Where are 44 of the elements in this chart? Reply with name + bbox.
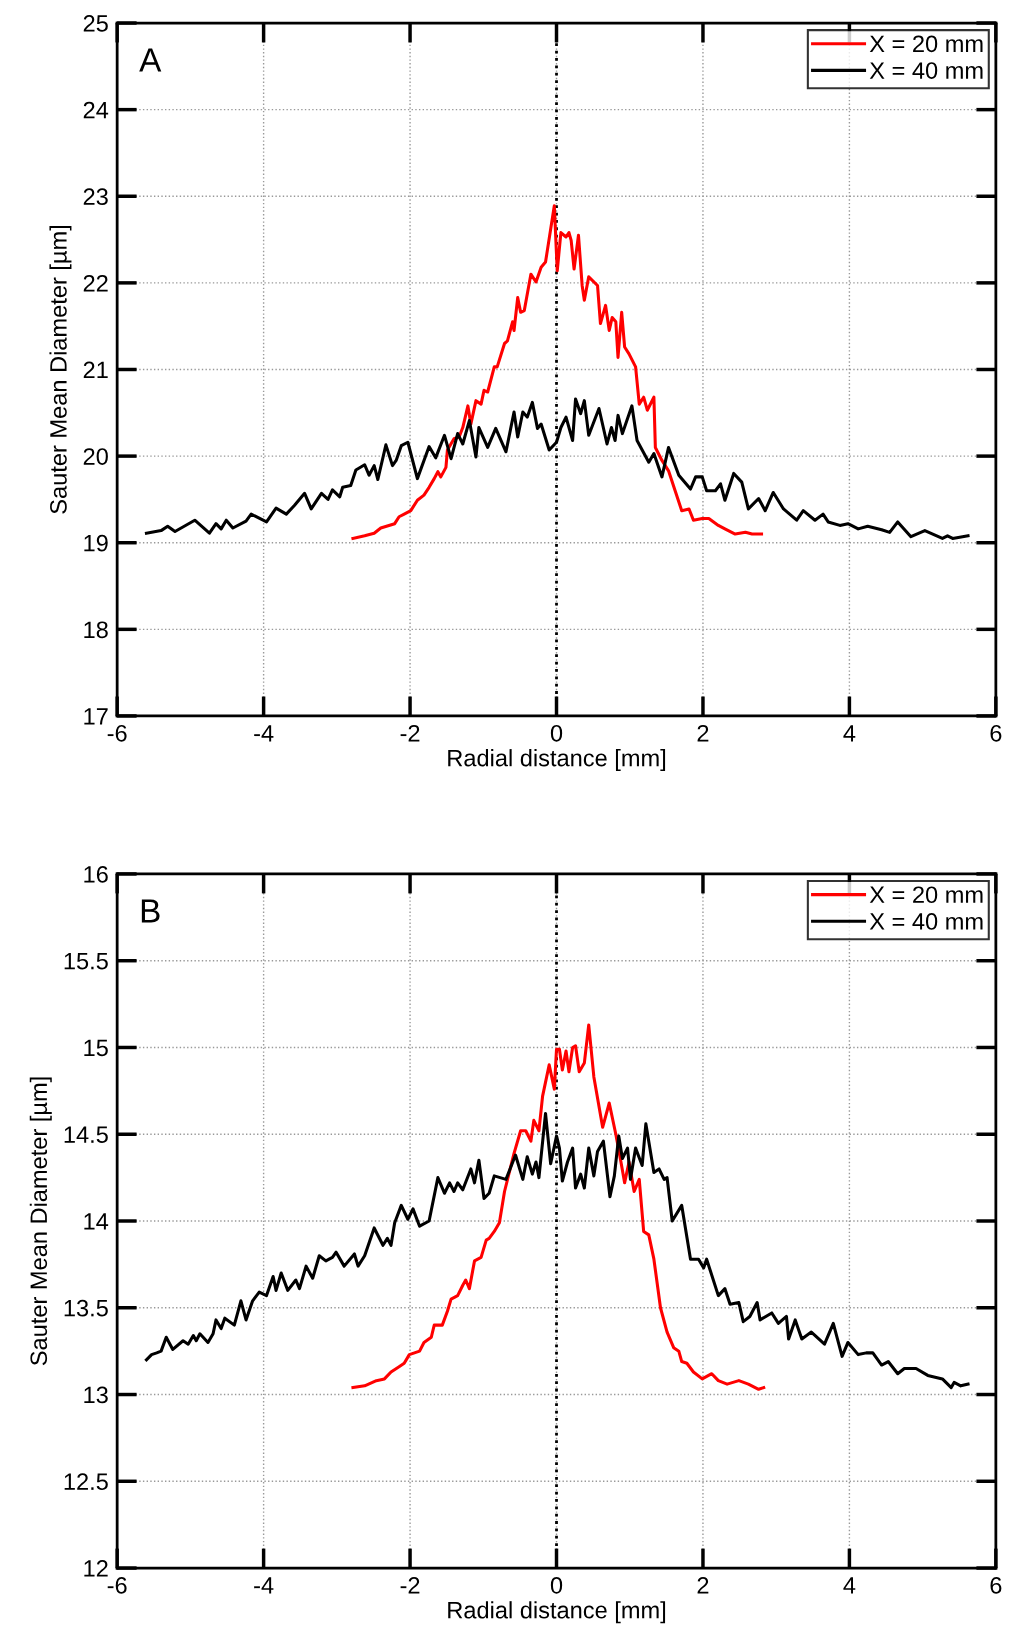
y-tick-label: 23	[83, 188, 108, 206]
y-tick-label: 14	[84, 1213, 109, 1230]
y-tick-label: 13.5	[64, 1299, 108, 1317]
y-tick-label: 15	[84, 1039, 108, 1057]
x-tick-label: 4	[843, 725, 856, 742]
y-tick-label: 13	[84, 1386, 108, 1404]
x-tick-label: 4	[843, 1577, 856, 1594]
y-tick-label: 12	[84, 1560, 108, 1577]
y-tick-label: 15.5	[64, 953, 108, 970]
annotation: A	[139, 48, 162, 72]
y-tick-label: 20	[83, 448, 108, 465]
legend-label: X = 20 mm	[869, 886, 983, 904]
y-tick-label: 25	[83, 15, 108, 32]
y-tick-label: 24	[83, 101, 109, 119]
x-tick-label: 2	[697, 1577, 709, 1594]
x-tick-label: -4	[254, 725, 274, 742]
y-tick-label: 22	[83, 274, 108, 292]
x-tick-label: 6	[990, 1577, 1002, 1594]
y-tick-label: 18	[84, 621, 108, 639]
y-axis-title: Sauter Mean Diameter [µm]	[29, 1077, 52, 1366]
y-tick-label: 12.5	[64, 1473, 108, 1491]
x-tick-label: -6	[107, 1577, 127, 1594]
x-tick-label: 0	[550, 1577, 563, 1594]
legend-label: X = 20 mm	[869, 35, 983, 53]
x-tick-label: -2	[400, 724, 420, 742]
legend-label: X = 40 mm	[869, 62, 983, 79]
y-tick-label: 17	[84, 708, 108, 725]
y-axis-title: Sauter Mean Diameter [µm]	[49, 225, 72, 514]
x-axis-title: Radial distance [mm]	[448, 1601, 666, 1624]
x-axis-title: Radial distance [mm]	[448, 749, 666, 772]
x-tick-label: -4	[254, 1577, 274, 1594]
x-tick-label: -2	[400, 1577, 420, 1594]
y-tick-label: 14.5	[64, 1126, 108, 1144]
annotation: B	[141, 899, 160, 923]
legend-label: X = 40 mm	[869, 913, 983, 930]
x-tick-label: 2	[697, 724, 709, 742]
y-tick-label: 16	[84, 866, 108, 883]
x-tick-label: 0	[550, 724, 563, 742]
y-tick-label: 21	[83, 361, 108, 379]
x-tick-label: 6	[990, 724, 1002, 742]
y-tick-label: 19	[84, 534, 108, 552]
x-tick-label: -6	[107, 724, 127, 742]
line-series	[351, 204, 764, 540]
line-series	[351, 1023, 766, 1391]
